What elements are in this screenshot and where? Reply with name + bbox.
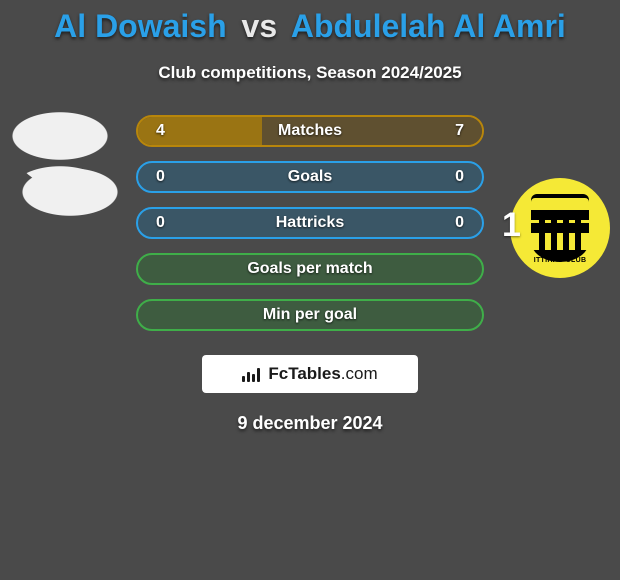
stat-value-right: 0 <box>455 168 464 186</box>
brand-name: FcTables <box>268 364 340 383</box>
stat-bar: 0 0 Goals <box>136 161 484 193</box>
player1-name: Al Dowaish <box>54 8 226 44</box>
date-label: 9 december 2024 <box>0 413 620 434</box>
badge-overlay-number: 1 <box>502 206 521 245</box>
subtitle: Club competitions, Season 2024/2025 <box>0 63 620 83</box>
stat-label: Goals <box>288 168 332 186</box>
stat-bar: 0 0 Hattricks <box>136 207 484 239</box>
stat-value-left: 4 <box>156 122 165 140</box>
player2-name: Abdulelah Al Amri <box>291 8 566 44</box>
brand-suffix: .com <box>341 364 378 383</box>
stat-label: Hattricks <box>276 214 344 232</box>
stat-bar: 4 7 Matches <box>136 115 484 147</box>
club-name-label: ITTIHAD CLUB <box>510 257 610 264</box>
brand-badge: FcTables.com <box>202 355 418 393</box>
shield-icon <box>531 194 589 262</box>
player1-avatar-placeholder-2 <box>20 168 120 218</box>
stat-value-right: 0 <box>455 214 464 232</box>
stat-value-left: 0 <box>156 214 165 232</box>
stat-label: Min per goal <box>263 306 357 324</box>
stat-bar: Min per goal <box>136 299 484 331</box>
player2-club-badge: 1 ITTIHAD CLUB <box>510 178 610 278</box>
comparison-title: Al Dowaish vs Abdulelah Al Amri <box>0 0 620 45</box>
stats-bars: 4 7 Matches 0 0 Goals 0 0 Hattricks Goals per mat… <box>136 115 484 331</box>
stat-label: Matches <box>278 122 342 140</box>
stat-label: Goals per match <box>247 260 372 278</box>
vs-label: vs <box>242 8 278 44</box>
stat-value-left: 0 <box>156 168 165 186</box>
brand-text: FcTables.com <box>268 364 377 384</box>
stat-bar: Goals per match <box>136 253 484 285</box>
bar-chart-icon <box>242 366 262 382</box>
stat-value-right: 7 <box>455 122 464 140</box>
